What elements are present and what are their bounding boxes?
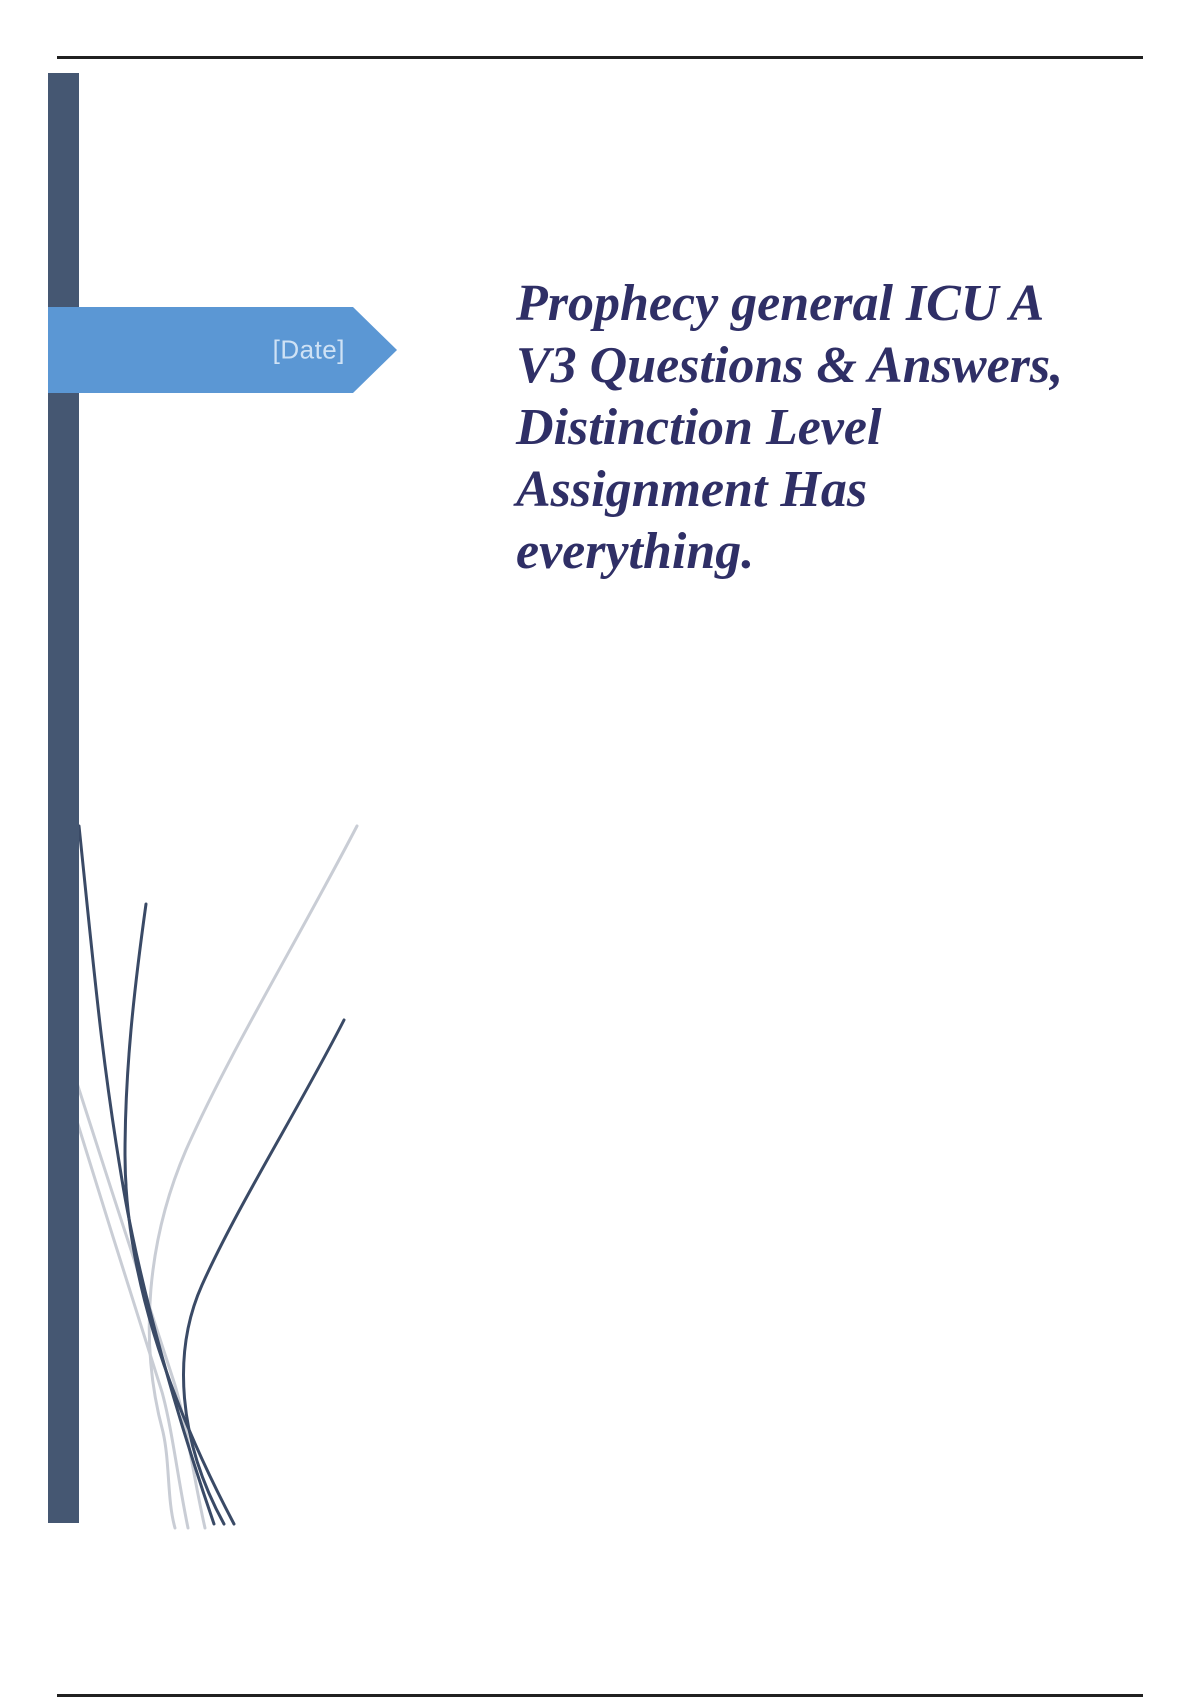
dark-swoosh-2 [123,902,236,1526]
title-line: everything. [516,523,755,580]
document-title: Prophecy general ICU A V3 Questions & An… [516,273,1063,583]
title-line: Distinction Level [516,399,882,456]
vertical-accent-bar [48,73,79,1523]
date-banner-arrow [48,307,397,393]
date-banner-shape [48,307,397,393]
title-line: Assignment Has [516,461,868,518]
dark-swoosh-hook [182,1018,346,1526]
date-placeholder[interactable]: [Date] [272,334,345,365]
light-swoosh-sweep [147,824,359,1530]
date-banner[interactable]: [Date] [48,307,397,393]
bottom-rule [57,1694,1143,1697]
title-line: V3 Questions & Answers, [516,337,1064,394]
title-line: Prophecy general ICU A [516,275,1045,332]
top-rule [57,56,1143,59]
light-swoosh-1 [74,1078,207,1530]
light-swoosh-2 [74,1116,190,1530]
dark-swoosh-1 [77,824,216,1526]
